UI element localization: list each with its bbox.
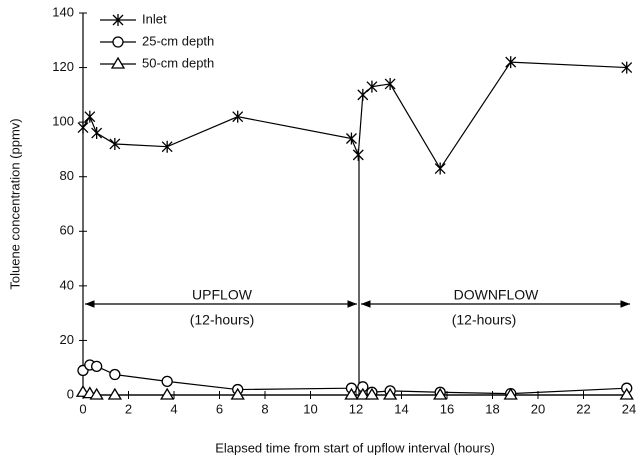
marker [434,162,446,175]
series-line [82,61,627,170]
y-tick-label: 60 [60,223,74,238]
x-tick-label: 20 [531,401,545,416]
legend-label: 50-cm depth [142,55,214,70]
marker [109,137,121,150]
x-tick-label: 2 [125,401,132,416]
marker [382,387,398,400]
x-tick-label: 16 [440,401,454,416]
marker [366,80,378,93]
marker [77,121,89,134]
annotation: UPFLOW [192,287,253,303]
x-tick-label: 10 [303,401,317,416]
marker [161,140,173,153]
x-tick-label: 0 [79,401,86,416]
y-tick-label: 20 [60,332,74,347]
marker [91,360,103,373]
marker [384,77,396,90]
x-tick-label: 12 [349,401,363,416]
legend-marker [110,56,126,69]
marker [503,387,518,400]
marker [89,387,104,400]
marker [232,110,244,123]
marker [355,387,370,400]
x-tick-label: 22 [576,401,590,416]
y-tick-label: 80 [60,168,74,183]
x-tick-label: 24 [622,401,636,416]
marker [621,61,633,74]
y-axis-label: Toluene concentration (ppmv) [7,118,22,289]
x-tick-label: 8 [261,401,268,416]
marker [107,387,122,400]
marker [161,375,173,388]
marker [433,387,448,400]
legend-label: 25-cm depth [142,33,214,48]
y-tick-label: 120 [52,59,74,74]
marker [352,148,364,161]
marker [344,387,359,400]
marker [364,387,380,400]
annotation: (12-hours) [190,312,255,328]
y-tick-label: 0 [67,386,74,401]
annotation: (12-hours) [452,312,517,328]
y-tick-label: 100 [52,114,74,129]
legend-marker [112,36,124,48]
x-tick-label: 6 [216,401,223,416]
marker [109,368,121,381]
x-axis-label: Elapsed time from start of upflow interv… [215,440,495,455]
marker [619,387,634,400]
x-tick-label: 14 [394,401,408,416]
marker [505,56,517,69]
legend-marker [112,14,124,26]
marker [160,387,175,400]
marker [84,110,96,123]
x-tick-label: 4 [170,401,177,416]
marker [230,387,245,400]
x-tick-label: 18 [485,401,499,416]
y-tick-label: 140 [52,4,74,19]
legend-label: Inlet [142,11,167,26]
marker [91,127,103,140]
marker [345,132,357,145]
annotation: DOWNFLOW [454,287,540,303]
marker [357,88,369,101]
y-tick-label: 40 [60,277,74,292]
